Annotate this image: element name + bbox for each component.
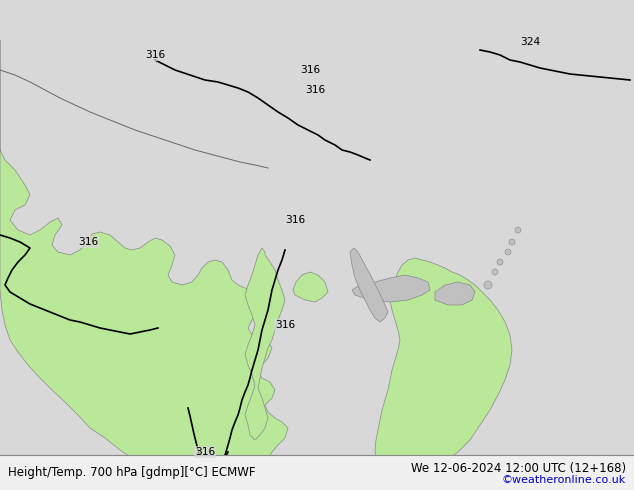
Text: ©weatheronline.co.uk: ©weatheronline.co.uk [501, 475, 626, 485]
Circle shape [505, 249, 511, 255]
Circle shape [509, 239, 515, 245]
Polygon shape [0, 40, 288, 490]
Text: 316: 316 [195, 447, 215, 457]
Circle shape [492, 269, 498, 275]
Polygon shape [435, 282, 475, 305]
Text: Height/Temp. 700 hPa [gdmp][°C] ECMWF: Height/Temp. 700 hPa [gdmp][°C] ECMWF [8, 466, 256, 479]
Text: 316: 316 [145, 50, 165, 60]
Text: 316: 316 [300, 65, 320, 75]
Polygon shape [375, 258, 512, 490]
Text: 324: 324 [520, 37, 540, 47]
Text: 316: 316 [305, 85, 325, 95]
Polygon shape [245, 248, 285, 440]
Text: 316: 316 [275, 320, 295, 330]
Text: 316: 316 [78, 237, 98, 247]
Polygon shape [352, 275, 430, 302]
Polygon shape [350, 248, 388, 322]
Text: We 12-06-2024 12:00 UTC (12+168): We 12-06-2024 12:00 UTC (12+168) [411, 462, 626, 474]
Circle shape [497, 259, 503, 265]
Polygon shape [293, 272, 328, 302]
Bar [0, 455, 634, 490]
Circle shape [484, 281, 492, 289]
Circle shape [515, 227, 521, 233]
Text: 316: 316 [285, 215, 305, 225]
